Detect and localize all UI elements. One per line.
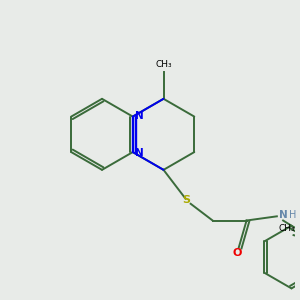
Text: N: N (279, 210, 287, 220)
Text: N: N (135, 148, 144, 158)
Text: S: S (182, 195, 190, 205)
Text: H: H (289, 210, 296, 220)
Text: CH₃: CH₃ (279, 224, 296, 232)
Text: O: O (233, 248, 242, 258)
Text: CH₃: CH₃ (155, 60, 172, 69)
Text: N: N (135, 110, 144, 121)
